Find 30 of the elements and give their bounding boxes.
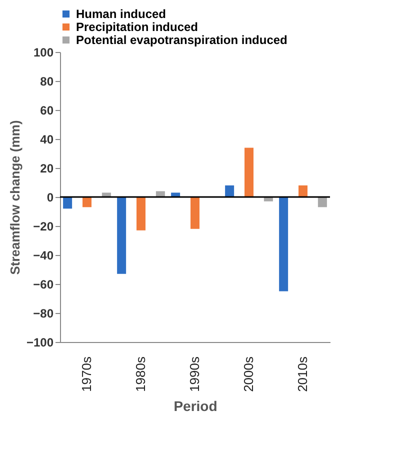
legend-label: Human induced bbox=[76, 7, 166, 21]
x-axis-title: Period bbox=[174, 398, 218, 414]
x-tick-label: 1990s bbox=[187, 356, 202, 392]
x-tick-label: 2010s bbox=[295, 356, 310, 392]
bar bbox=[136, 197, 146, 230]
y-tick-label: −40 bbox=[33, 248, 54, 262]
bar bbox=[117, 197, 126, 274]
bar bbox=[279, 197, 288, 292]
legend-label: Potential evapotranspiration induced bbox=[76, 33, 288, 47]
y-tick-label: 100 bbox=[33, 46, 54, 60]
x-tick-label: 1970s bbox=[79, 356, 94, 392]
y-tick-label: 80 bbox=[40, 74, 54, 88]
y-tick-label: 20 bbox=[40, 162, 54, 176]
y-tick-label: 40 bbox=[40, 132, 54, 146]
bar bbox=[190, 197, 200, 229]
legend-label: Precipitation induced bbox=[76, 20, 198, 34]
bar bbox=[156, 191, 165, 197]
y-tick-label: −60 bbox=[33, 278, 54, 292]
x-tick-label: 1980s bbox=[133, 356, 148, 392]
x-tick-label: 2000s bbox=[241, 356, 256, 392]
bar bbox=[63, 197, 72, 209]
bar bbox=[298, 185, 308, 197]
y-tick-label: 0 bbox=[46, 190, 54, 204]
y-tick-label: −20 bbox=[33, 220, 54, 234]
bar bbox=[244, 148, 254, 197]
y-axis-title: Streamflow change (mm) bbox=[7, 120, 22, 275]
y-tick-label: 60 bbox=[40, 104, 54, 118]
bar bbox=[225, 185, 234, 197]
y-tick-label: −80 bbox=[33, 306, 54, 320]
y-tick-label: −100 bbox=[26, 336, 54, 350]
